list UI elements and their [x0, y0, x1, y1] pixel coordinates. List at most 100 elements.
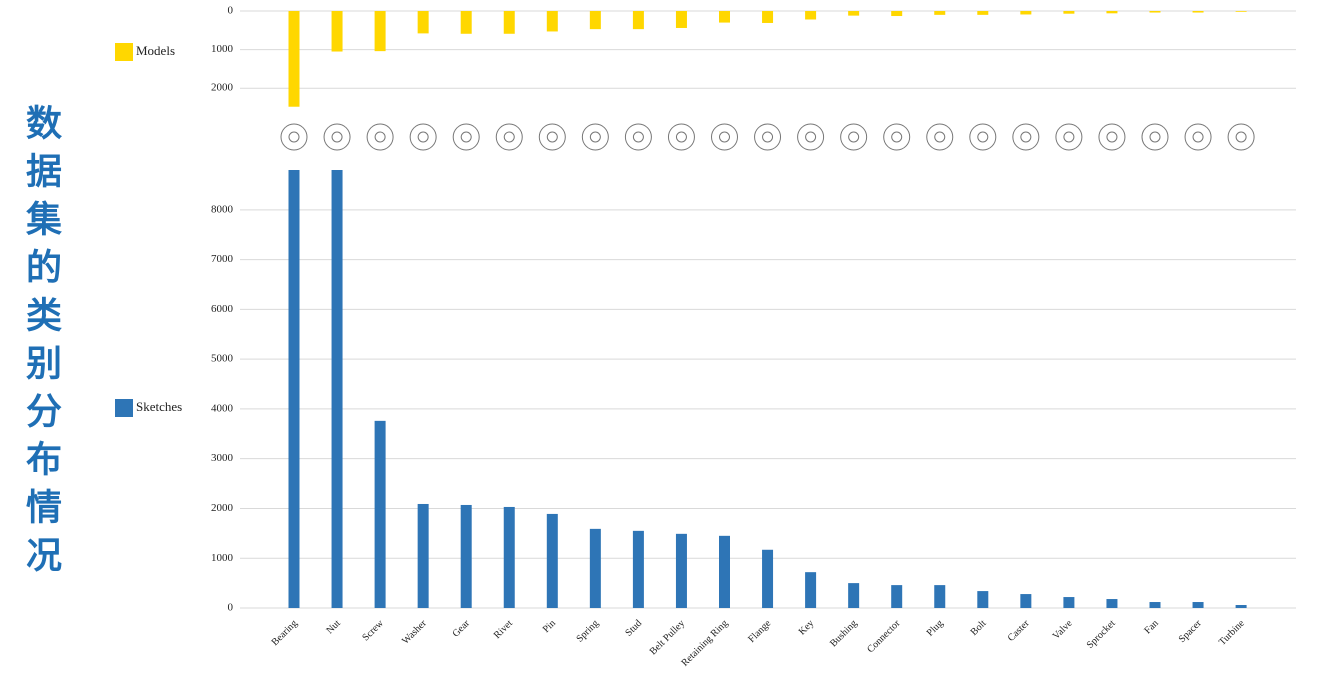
part-icon: [1184, 123, 1212, 151]
part-icon: [754, 123, 782, 151]
bar: [891, 11, 903, 17]
y-tick-label: 6000: [211, 303, 234, 315]
part-icon: [366, 123, 394, 151]
bar: [288, 170, 300, 608]
y-tick-label: 5000: [211, 353, 234, 365]
part-icon: [934, 131, 946, 143]
part-icon: [711, 123, 738, 151]
part-icon: [1227, 123, 1255, 151]
part-icon: [797, 123, 825, 151]
bar: [1149, 11, 1161, 13]
y-tick-label: 0: [228, 602, 234, 614]
part-icon: [1149, 131, 1161, 143]
legend-swatch: [115, 43, 133, 61]
part-icon: [719, 131, 730, 143]
x-tick-label: Sprocket: [1085, 618, 1118, 651]
x-tick-label: Stud: [623, 618, 644, 639]
bar: [805, 11, 817, 20]
part-icon: [840, 123, 868, 151]
part-icon: [460, 131, 472, 143]
x-tick-label: Washer: [400, 618, 429, 647]
part-icon: [632, 131, 644, 143]
part-icon: [762, 131, 774, 143]
bar: [460, 504, 472, 608]
x-tick-label: Fan: [1142, 618, 1160, 636]
bar: [374, 11, 386, 52]
x-tick-label: Flange: [746, 618, 773, 645]
bar: [762, 549, 774, 608]
x-tick-label: Caster: [1006, 617, 1032, 643]
bar: [675, 11, 687, 28]
bar: [589, 528, 601, 608]
x-tick-label: Connector: [865, 617, 903, 655]
part-icon: [667, 123, 695, 151]
bar: [417, 11, 429, 34]
legend-label: Models: [136, 43, 175, 58]
x-tick-label: Nut: [324, 618, 343, 637]
part-icon: [1063, 131, 1075, 143]
bar: [1235, 605, 1247, 608]
x-tick-label: Spring: [574, 618, 601, 645]
bar: [1192, 602, 1204, 608]
chart-title: 数据集的类别分布情况: [20, 104, 61, 584]
x-tick-label: Gear: [450, 617, 472, 639]
x-tick-label: Key: [797, 618, 817, 638]
bar: [288, 11, 300, 107]
part-icon: [538, 123, 566, 151]
bar: [719, 11, 730, 23]
bar: [589, 11, 601, 30]
part-icon: [977, 131, 989, 143]
x-tick-label: Rivet: [492, 618, 515, 641]
bar: [1106, 11, 1118, 14]
part-icon: [495, 123, 523, 151]
bar: [675, 533, 687, 608]
part-icon: [1055, 123, 1083, 151]
x-tick-label: Spacer: [1177, 618, 1204, 645]
x-tick-label: Bushing: [828, 618, 859, 649]
bar: [1063, 597, 1075, 608]
x-tick-label: Screw: [360, 617, 386, 643]
bar: [934, 11, 946, 15]
y-tick-label: 3000: [211, 452, 234, 464]
part-icon: [805, 131, 817, 143]
bar: [503, 506, 515, 608]
bar: [1235, 11, 1247, 12]
bar: [1020, 594, 1032, 608]
part-icon: [1012, 123, 1040, 151]
part-icon: [288, 131, 300, 143]
bar: [331, 11, 343, 52]
x-tick-label: Valve: [1051, 618, 1075, 642]
x-tick-label: Belt Pulley: [648, 618, 687, 657]
bar: [331, 170, 343, 608]
part-icon: [374, 131, 386, 143]
bar: [632, 11, 644, 30]
x-tick-label: Bolt: [969, 618, 989, 638]
bar: [977, 11, 989, 15]
legend-swatch: [115, 399, 133, 417]
part-icon: [1141, 123, 1169, 151]
bar: [503, 11, 515, 34]
legend-label: Sketches: [136, 399, 182, 414]
bar: [417, 503, 429, 608]
bar: [1106, 599, 1118, 608]
part-icon: [891, 131, 903, 143]
part-icon: [331, 131, 343, 143]
bar: [1020, 11, 1032, 15]
part-icon: [417, 131, 429, 143]
y2-tick-label: 1000: [211, 43, 234, 55]
x-tick-label: Bearing: [270, 618, 300, 648]
bar: [1149, 602, 1161, 608]
part-icon: [1106, 131, 1118, 143]
part-icon: [280, 123, 308, 151]
bar: [460, 11, 472, 34]
part-icon: [1020, 131, 1032, 143]
y2-tick-label: 2000: [211, 82, 234, 94]
part-icon: [883, 123, 911, 151]
bar: [891, 585, 903, 608]
bar: [546, 513, 558, 608]
x-tick-label: Retaining Ring: [679, 618, 730, 669]
bar: [805, 572, 817, 608]
part-icon: [675, 131, 687, 143]
